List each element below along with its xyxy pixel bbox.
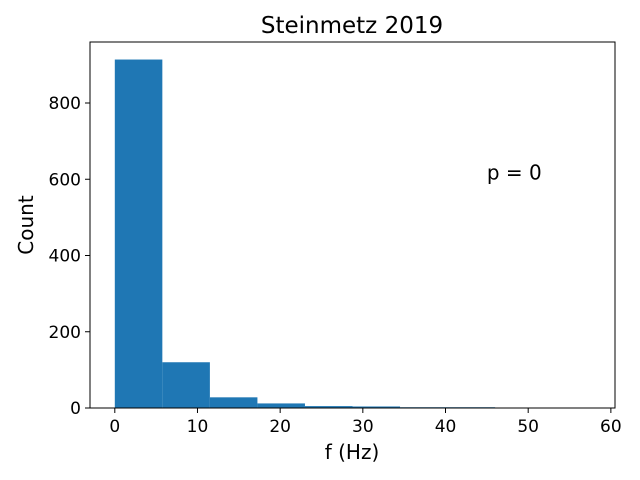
histogram-bar-1 <box>162 362 210 408</box>
histogram-bar-0 <box>114 59 163 408</box>
x-tick-label: 10 <box>187 417 209 437</box>
y-tick-label: 200 <box>49 323 81 343</box>
y-tick-label: 400 <box>49 247 81 267</box>
x-axis-ticks: 0 10 20 30 40 50 60 <box>109 408 622 437</box>
y-tick-label: 600 <box>49 170 81 190</box>
y-tick-label: 800 <box>49 94 81 114</box>
y-axis-label: Count <box>14 195 38 255</box>
x-tick-label: 50 <box>517 417 539 437</box>
histogram-bar-2 <box>209 397 258 408</box>
chart-title: Steinmetz 2019 <box>261 13 443 39</box>
x-tick-label: 20 <box>269 417 291 437</box>
histogram-bar-3 <box>257 403 305 408</box>
x-tick-label: 30 <box>352 417 374 437</box>
x-axis-label: f (Hz) <box>325 440 380 464</box>
histogram-bar-4 <box>304 406 353 408</box>
histogram-bar-5 <box>352 406 401 408</box>
x-tick-label: 0 <box>109 417 120 437</box>
p-value-annotation: p = 0 <box>487 160 542 184</box>
x-tick-label: 60 <box>600 417 622 437</box>
y-tick-label: 0 <box>70 399 81 419</box>
x-tick-label: 40 <box>435 417 457 437</box>
plot-frame <box>89 41 616 409</box>
y-axis-ticks: 0 200 400 600 800 <box>49 94 90 419</box>
